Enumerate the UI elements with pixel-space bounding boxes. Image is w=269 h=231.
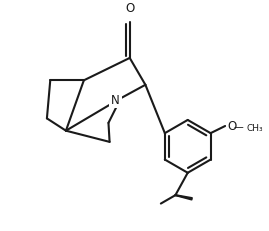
Text: O: O [125, 2, 134, 15]
Text: O: O [227, 120, 236, 133]
Text: N: N [111, 94, 119, 106]
Text: CH₃: CH₃ [246, 123, 263, 132]
Text: —: — [233, 122, 243, 131]
